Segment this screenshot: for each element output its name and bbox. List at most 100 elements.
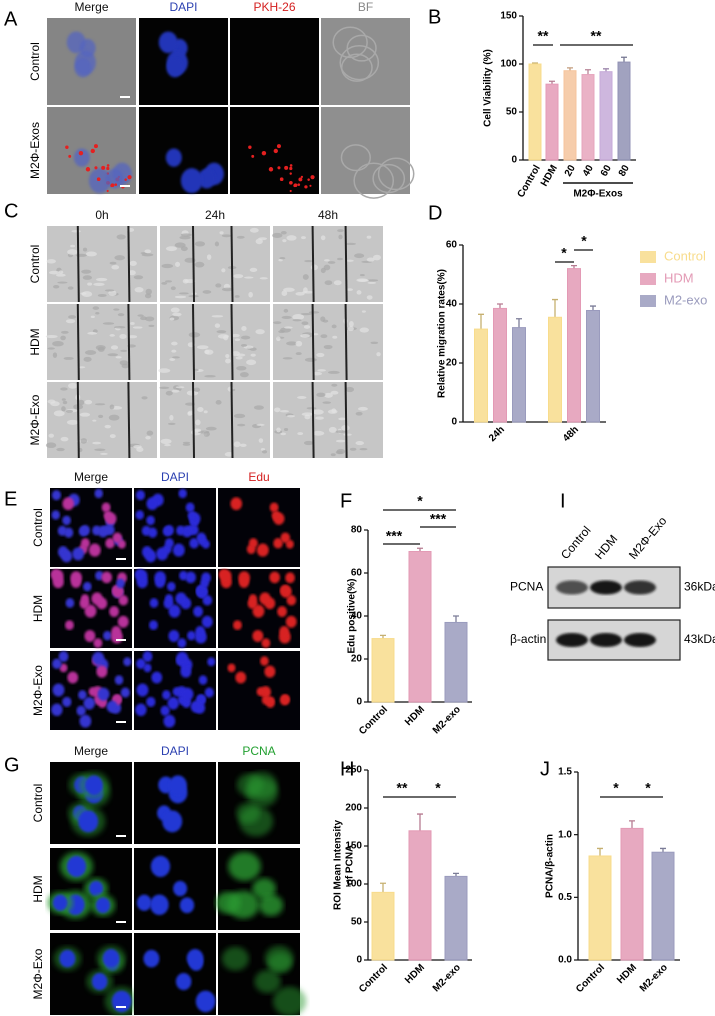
texture <box>145 436 151 440</box>
panel-label: B <box>428 6 441 28</box>
texture <box>92 306 100 310</box>
texture <box>204 349 210 355</box>
nucleus <box>120 687 130 698</box>
texture <box>195 419 201 426</box>
bar <box>408 830 432 961</box>
nucleus <box>261 638 271 648</box>
texture <box>370 341 379 345</box>
texture <box>92 329 98 333</box>
nucleus <box>88 543 101 557</box>
nucleus <box>83 697 95 710</box>
vesicle <box>309 184 312 187</box>
vesicle <box>297 183 301 187</box>
texture <box>175 386 185 389</box>
texture <box>221 234 232 238</box>
bar <box>567 268 581 423</box>
nucleus <box>89 880 104 897</box>
y-tick-label: 1.5 <box>558 767 572 778</box>
texture <box>280 231 287 235</box>
texture <box>211 315 224 318</box>
scratch-edge <box>344 381 348 459</box>
column-header: Merge <box>74 744 108 758</box>
texture <box>295 340 303 347</box>
cytoplasm <box>254 969 281 994</box>
vesicle <box>106 164 110 167</box>
significance: * <box>645 780 651 796</box>
texture <box>241 325 247 332</box>
texture <box>256 423 265 426</box>
significance: *** <box>386 528 403 544</box>
texture <box>180 246 188 252</box>
texture <box>171 389 180 393</box>
column-header: 0h <box>95 208 108 222</box>
nucleus <box>65 620 74 630</box>
error-bar <box>629 820 635 829</box>
texture <box>66 419 79 425</box>
y-tick-label: 40 <box>351 611 363 622</box>
texture <box>133 445 142 449</box>
texture <box>249 267 258 273</box>
texture <box>61 406 66 412</box>
texture <box>117 313 125 317</box>
scratch-edge <box>192 225 195 303</box>
texture <box>111 264 120 270</box>
texture <box>308 311 320 314</box>
texture <box>281 315 292 320</box>
y-tick-label: 0.0 <box>558 955 572 966</box>
texture <box>244 276 254 279</box>
texture <box>310 264 318 271</box>
texture <box>359 327 369 333</box>
texture <box>297 432 304 436</box>
nucleus <box>136 894 152 911</box>
legend-label: M2-exo <box>664 292 707 307</box>
micrograph <box>160 382 270 458</box>
texture <box>234 338 241 342</box>
legend-label: Control <box>664 248 706 263</box>
panel-label: A <box>4 8 18 30</box>
nucleus <box>189 524 199 536</box>
bar <box>493 307 507 423</box>
texture <box>53 285 60 289</box>
texture <box>295 291 305 296</box>
vesicle <box>78 150 84 156</box>
nucleus <box>52 683 65 697</box>
bar <box>545 83 559 161</box>
vesicle <box>289 172 292 175</box>
cytoplasm <box>272 986 307 1016</box>
nucleus <box>198 675 208 685</box>
texture <box>193 428 202 433</box>
texture <box>301 236 306 240</box>
row-label: Control <box>28 245 42 284</box>
texture <box>78 366 86 369</box>
vesicle <box>248 145 252 150</box>
texture <box>320 235 326 241</box>
texture <box>366 279 379 282</box>
nucleus <box>66 855 87 878</box>
cell <box>198 168 216 189</box>
texture <box>169 414 174 421</box>
band <box>624 633 656 647</box>
error-bar <box>516 318 522 328</box>
nucleus <box>186 949 204 968</box>
nucleus <box>168 604 181 618</box>
texture <box>322 319 329 323</box>
texture <box>197 430 210 434</box>
texture <box>337 229 344 233</box>
panel-label: D <box>428 202 442 224</box>
nucleus <box>146 515 155 526</box>
texture <box>221 268 226 273</box>
scratch-edge <box>76 225 80 303</box>
cell <box>353 162 395 199</box>
band-name: β-actin <box>510 632 546 646</box>
nucleus <box>96 665 108 678</box>
nucleus <box>252 629 264 643</box>
y-tick-label: 40 <box>446 299 458 310</box>
texture <box>346 259 354 262</box>
texture <box>104 424 111 429</box>
column-header: Merge <box>74 0 108 14</box>
nucleus <box>180 665 192 678</box>
row-label: Control <box>31 784 45 823</box>
texture <box>322 401 332 404</box>
bar <box>599 71 613 161</box>
texture <box>235 356 243 360</box>
